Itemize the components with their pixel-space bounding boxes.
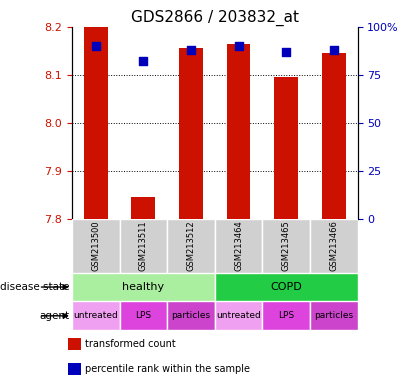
Bar bbox=[322, 53, 346, 219]
Text: particles: particles bbox=[314, 311, 353, 320]
Bar bbox=[132, 197, 155, 219]
Text: GSM213500: GSM213500 bbox=[91, 220, 100, 271]
Text: COPD: COPD bbox=[270, 282, 302, 292]
Text: untreated: untreated bbox=[216, 311, 261, 320]
Bar bbox=[274, 77, 298, 219]
Text: GSM213465: GSM213465 bbox=[282, 220, 291, 271]
Bar bbox=[84, 27, 108, 219]
Bar bbox=[310, 301, 358, 330]
Bar bbox=[72, 273, 215, 301]
Bar bbox=[215, 219, 262, 273]
Text: particles: particles bbox=[171, 311, 210, 320]
Text: GSM213512: GSM213512 bbox=[187, 220, 196, 271]
Point bbox=[330, 47, 337, 53]
Point bbox=[92, 43, 99, 49]
Text: GSM213466: GSM213466 bbox=[329, 220, 338, 271]
Bar bbox=[215, 301, 262, 330]
Bar bbox=[262, 301, 310, 330]
Text: GSM213464: GSM213464 bbox=[234, 220, 243, 271]
Title: GDS2866 / 203832_at: GDS2866 / 203832_at bbox=[131, 9, 299, 25]
Text: healthy: healthy bbox=[122, 282, 164, 292]
Bar bbox=[262, 219, 310, 273]
Bar bbox=[167, 301, 215, 330]
Text: transformed count: transformed count bbox=[85, 339, 176, 349]
Point bbox=[235, 43, 242, 49]
Bar bbox=[72, 301, 120, 330]
Text: untreated: untreated bbox=[73, 311, 118, 320]
Bar bbox=[120, 301, 167, 330]
Bar bbox=[215, 273, 358, 301]
Text: percentile rank within the sample: percentile rank within the sample bbox=[85, 364, 250, 374]
Bar bbox=[167, 219, 215, 273]
Point bbox=[188, 47, 194, 53]
Bar bbox=[310, 219, 358, 273]
Bar bbox=[68, 338, 81, 350]
Text: disease state: disease state bbox=[0, 282, 70, 292]
Point bbox=[140, 58, 147, 65]
Bar bbox=[72, 219, 120, 273]
Text: LPS: LPS bbox=[278, 311, 294, 320]
Point bbox=[283, 49, 289, 55]
Bar bbox=[179, 48, 203, 219]
Text: GSM213511: GSM213511 bbox=[139, 220, 148, 271]
Bar bbox=[226, 44, 250, 219]
Text: agent: agent bbox=[40, 311, 70, 321]
Text: LPS: LPS bbox=[135, 311, 151, 320]
Bar bbox=[120, 219, 167, 273]
Bar bbox=[68, 362, 81, 375]
